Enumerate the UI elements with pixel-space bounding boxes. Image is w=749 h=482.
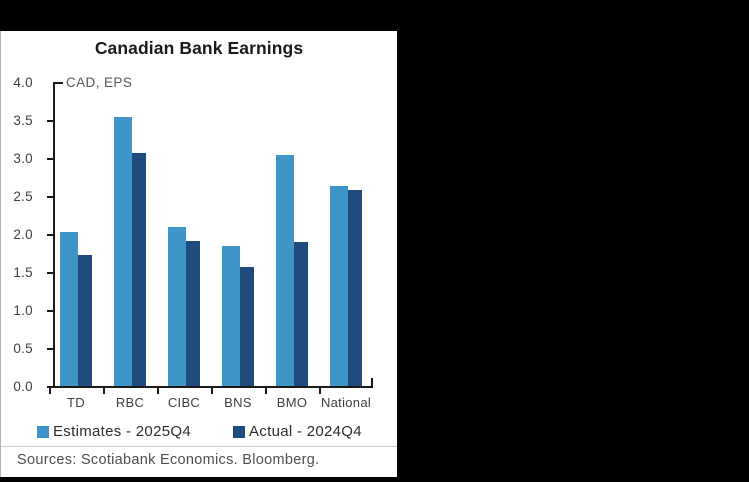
x-tick-4 — [265, 388, 267, 394]
x-axis-right-cap — [371, 378, 373, 388]
y-tick-label-3.0: 3.0 — [13, 151, 33, 166]
bar-actual-td — [78, 255, 92, 386]
estimates-swatch-icon — [37, 425, 49, 438]
y-tick-label-0.0: 0.0 — [13, 379, 33, 394]
sources-note: Sources: Scotiabank Economics. Bloomberg… — [17, 452, 320, 468]
legend-item-actual: Actual - 2024Q4 — [233, 423, 362, 440]
bar-estimates-national — [330, 186, 348, 386]
y-axis-line — [53, 82, 55, 388]
chart-title: Canadian Bank Earnings — [94, 38, 304, 58]
bar-actual-bns — [240, 266, 254, 386]
y-tick-label-3.5: 3.5 — [13, 113, 33, 128]
y-tick-label-2.5: 2.5 — [13, 189, 33, 204]
y-tick-label-1.0: 1.0 — [13, 303, 33, 318]
bar-estimates-cibc — [168, 227, 186, 386]
y-tick-3.0 — [47, 158, 53, 160]
y-tick-3.5 — [47, 120, 53, 122]
bar-actual-rbc — [132, 152, 146, 386]
x-axis-label-bmo: BMO — [276, 395, 308, 410]
x-axis-label-rbc: RBC — [115, 395, 145, 410]
bar-estimates-rbc — [114, 116, 132, 386]
bar-estimates-bmo — [276, 154, 294, 386]
legend-item-estimates: Estimates - 2025Q4 — [37, 423, 191, 440]
legend-label-estimates: Estimates - 2025Q4 — [53, 423, 191, 440]
y-tick-0.5 — [47, 348, 53, 350]
bar-estimates-bns — [222, 246, 240, 386]
y-tick-2.5 — [47, 196, 53, 198]
y-tick-1.5 — [47, 272, 53, 274]
x-axis-label-bns: BNS — [224, 395, 252, 410]
y-tick-label-0.5: 0.5 — [13, 341, 33, 356]
bar-actual-cibc — [186, 240, 200, 386]
x-tick-2 — [157, 388, 159, 394]
axis-unit-label: CAD, EPS — [66, 75, 133, 90]
x-tick-1 — [103, 388, 105, 394]
footer-divider — [1, 446, 397, 447]
x-axis-label-national: National — [320, 395, 372, 410]
bar-actual-national — [348, 189, 362, 386]
x-tick-3 — [211, 388, 213, 394]
legend-label-actual: Actual - 2024Q4 — [249, 423, 362, 440]
x-axis-label-cibc: CIBC — [167, 395, 201, 410]
y-tick-2.0 — [47, 234, 53, 236]
bar-actual-bmo — [294, 241, 308, 386]
legend: Estimates - 2025Q4 Actual - 2024Q4 — [1, 423, 397, 443]
y-tick-1.0 — [47, 310, 53, 312]
y-axis-top-cap — [53, 82, 63, 84]
bar-estimates-td — [60, 231, 78, 386]
x-tick-5 — [319, 388, 321, 394]
y-tick-label-1.5: 1.5 — [13, 265, 33, 280]
x-axis-line — [47, 386, 373, 388]
x-axis-label-td: TD — [67, 395, 85, 410]
y-tick-label-2.0: 2.0 — [13, 227, 33, 242]
x-tick-0 — [49, 388, 51, 394]
chart-panel: Canadian Bank Earnings CAD, EPS TD RBC CIB… — [0, 31, 397, 477]
plot-area: TD RBC CIBC BNS BMO National 0.0 0.5 1.0 1.5 2.0 2.… — [1, 31, 397, 477]
y-tick-label-4.0: 4.0 — [13, 75, 33, 90]
actual-swatch-icon — [233, 425, 245, 438]
